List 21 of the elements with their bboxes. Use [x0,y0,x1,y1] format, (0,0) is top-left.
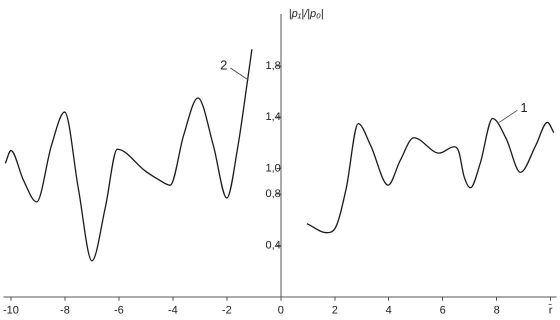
x-tick-label: 0 [278,304,284,316]
x-tick-label: -6 [114,304,124,316]
y-tick-label: 0,8 [265,188,281,200]
y-tick-label: 0,4 [265,240,281,252]
x-tick-label: r̄ [548,304,553,316]
y-axis-title: |p₁|/|p₀| [288,8,324,20]
x-tick-label: -4 [168,304,178,316]
x-tick-label: -8 [60,304,70,316]
x-tick-label: 8 [494,304,500,316]
x-tick-label: 6 [440,304,446,316]
x-tick-label: 2 [332,304,338,316]
y-tick-label: 1,8 [265,60,281,72]
annotation: 1 [520,100,528,115]
x-tick-label: -10 [3,304,19,316]
line-series [4,48,253,262]
y-tick-label: 1,0 [265,162,281,175]
annotation: 2 [220,58,228,73]
y-tick-label: 1,4 [265,111,281,124]
x-tick-label: 4 [386,304,392,316]
x-tick-label: -2 [222,304,232,316]
line-series [306,118,554,234]
